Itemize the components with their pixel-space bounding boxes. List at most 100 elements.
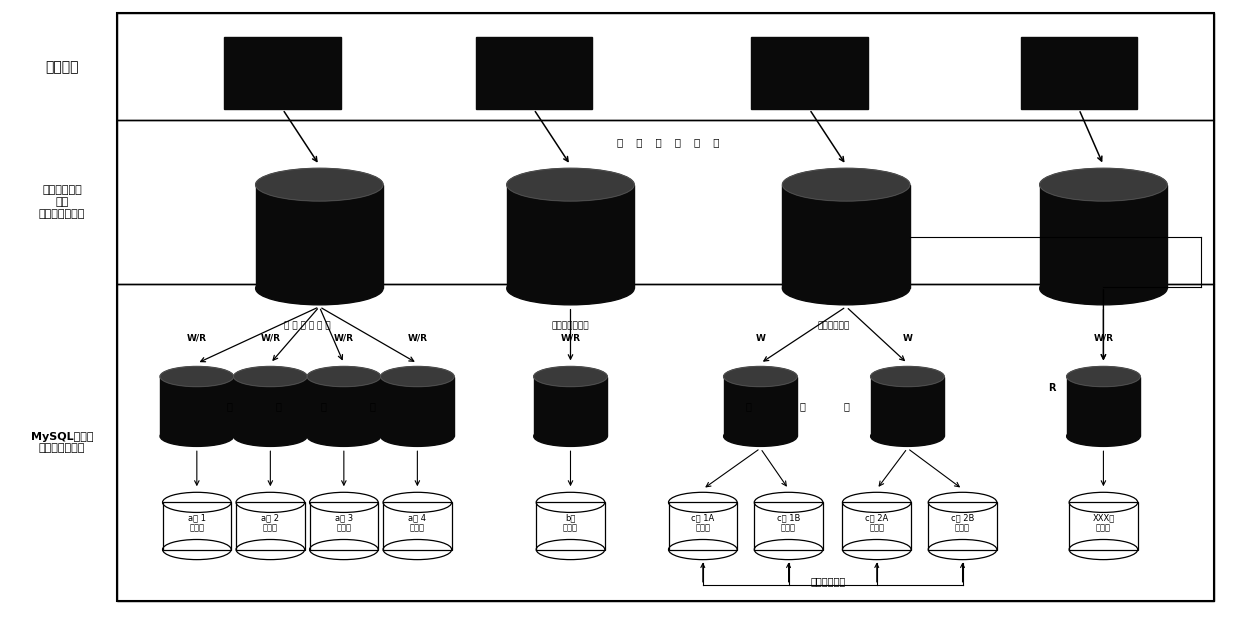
Bar — [383, 502, 452, 550]
Ellipse shape — [755, 539, 823, 559]
Text: c库 2B
（管）: c库 2B （管） — [950, 513, 974, 532]
Bar — [118, 120, 1214, 284]
Ellipse shape — [1069, 493, 1137, 512]
Bar — [751, 37, 867, 109]
Bar — [160, 377, 234, 437]
Text: W/R: W/R — [408, 334, 427, 343]
Ellipse shape — [383, 493, 452, 512]
Ellipse shape — [162, 493, 232, 512]
Bar — [162, 502, 232, 550]
Ellipse shape — [928, 493, 997, 512]
Bar — [307, 377, 380, 437]
Ellipse shape — [1040, 272, 1167, 305]
Text: MySQL数据库
（物理数据库）: MySQL数据库 （物理数据库） — [31, 432, 93, 453]
Ellipse shape — [255, 272, 383, 305]
Ellipse shape — [724, 426, 797, 446]
Ellipse shape — [1067, 426, 1140, 446]
Ellipse shape — [843, 539, 911, 559]
Bar — [928, 502, 997, 550]
Text: a库 3
（管）: a库 3 （管） — [335, 513, 353, 532]
Ellipse shape — [669, 493, 737, 512]
Bar — [669, 502, 737, 550]
Text: c库 1A
（管）: c库 1A （管） — [691, 513, 715, 532]
Text: 单库不切分策略: 单库不切分策略 — [551, 321, 590, 330]
Text: 数: 数 — [227, 401, 233, 412]
Ellipse shape — [534, 367, 607, 386]
Bar — [507, 185, 634, 289]
Text: 水平分库策略: 水平分库策略 — [818, 321, 850, 330]
Ellipse shape — [534, 426, 607, 446]
Text: a库 4
（管）: a库 4 （管） — [409, 513, 426, 532]
Text: XXX库
（管）: XXX库 （管） — [1093, 513, 1115, 532]
Ellipse shape — [1069, 539, 1137, 559]
Text: 垂    直    分    库    策    略: 垂 直 分 库 策 略 — [617, 137, 720, 147]
Ellipse shape — [380, 367, 455, 386]
Text: b库
（管）: b库 （管） — [563, 513, 579, 532]
Ellipse shape — [255, 168, 383, 201]
Ellipse shape — [724, 367, 797, 386]
Ellipse shape — [536, 493, 605, 512]
Text: W/R: W/R — [560, 334, 581, 343]
Text: 分布式数据库
代理
（逻辑数据库）: 分布式数据库 代理 （逻辑数据库） — [38, 185, 85, 219]
Bar — [843, 502, 911, 550]
Bar — [871, 377, 944, 437]
Text: W/R: W/R — [187, 334, 207, 343]
Ellipse shape — [871, 367, 944, 386]
Bar — [843, 502, 911, 550]
Bar — [1021, 37, 1137, 109]
Ellipse shape — [507, 272, 634, 305]
Ellipse shape — [160, 426, 234, 446]
Bar — [669, 502, 737, 550]
Ellipse shape — [310, 493, 378, 512]
Text: R: R — [1048, 383, 1056, 393]
Ellipse shape — [307, 367, 380, 386]
Ellipse shape — [160, 367, 234, 386]
Text: 水 平 分 库 策 略: 水 平 分 库 策 略 — [284, 321, 331, 330]
Text: 同: 同 — [320, 401, 326, 412]
Ellipse shape — [871, 426, 944, 446]
Text: W/R: W/R — [1094, 334, 1114, 343]
Bar — [383, 502, 452, 550]
Text: 据: 据 — [276, 401, 281, 412]
Bar — [1069, 502, 1137, 550]
Bar — [1040, 185, 1167, 289]
Bar — [534, 377, 607, 437]
Text: 业务应用: 业务应用 — [46, 60, 79, 74]
Bar — [255, 185, 383, 289]
Bar — [536, 502, 605, 550]
Text: 复: 复 — [799, 401, 805, 412]
Ellipse shape — [536, 539, 605, 559]
Text: W/R: W/R — [260, 334, 280, 343]
Ellipse shape — [237, 539, 305, 559]
Bar — [755, 502, 823, 550]
Ellipse shape — [234, 426, 307, 446]
Ellipse shape — [507, 168, 634, 201]
Text: c库 2A
（管）: c库 2A （管） — [865, 513, 888, 532]
Text: W: W — [902, 334, 912, 343]
Bar — [1069, 502, 1137, 550]
Ellipse shape — [162, 539, 232, 559]
Bar — [237, 502, 305, 550]
Bar — [118, 14, 1214, 120]
Bar — [310, 502, 378, 550]
Bar — [162, 502, 232, 550]
Bar — [234, 377, 307, 437]
Text: 步: 步 — [745, 401, 751, 412]
Bar — [536, 502, 605, 550]
Bar — [755, 502, 823, 550]
Bar — [237, 502, 305, 550]
Bar — [310, 502, 378, 550]
Ellipse shape — [755, 493, 823, 512]
Text: 读写分离策略: 读写分离策略 — [810, 575, 845, 586]
Ellipse shape — [1040, 168, 1167, 201]
Bar — [224, 37, 341, 109]
Ellipse shape — [383, 539, 452, 559]
Text: W/R: W/R — [333, 334, 354, 343]
Bar — [118, 14, 1214, 601]
Text: 制: 制 — [844, 401, 849, 412]
Ellipse shape — [783, 168, 909, 201]
Bar — [783, 185, 909, 289]
Ellipse shape — [843, 493, 911, 512]
Bar — [476, 37, 592, 109]
Ellipse shape — [669, 539, 737, 559]
